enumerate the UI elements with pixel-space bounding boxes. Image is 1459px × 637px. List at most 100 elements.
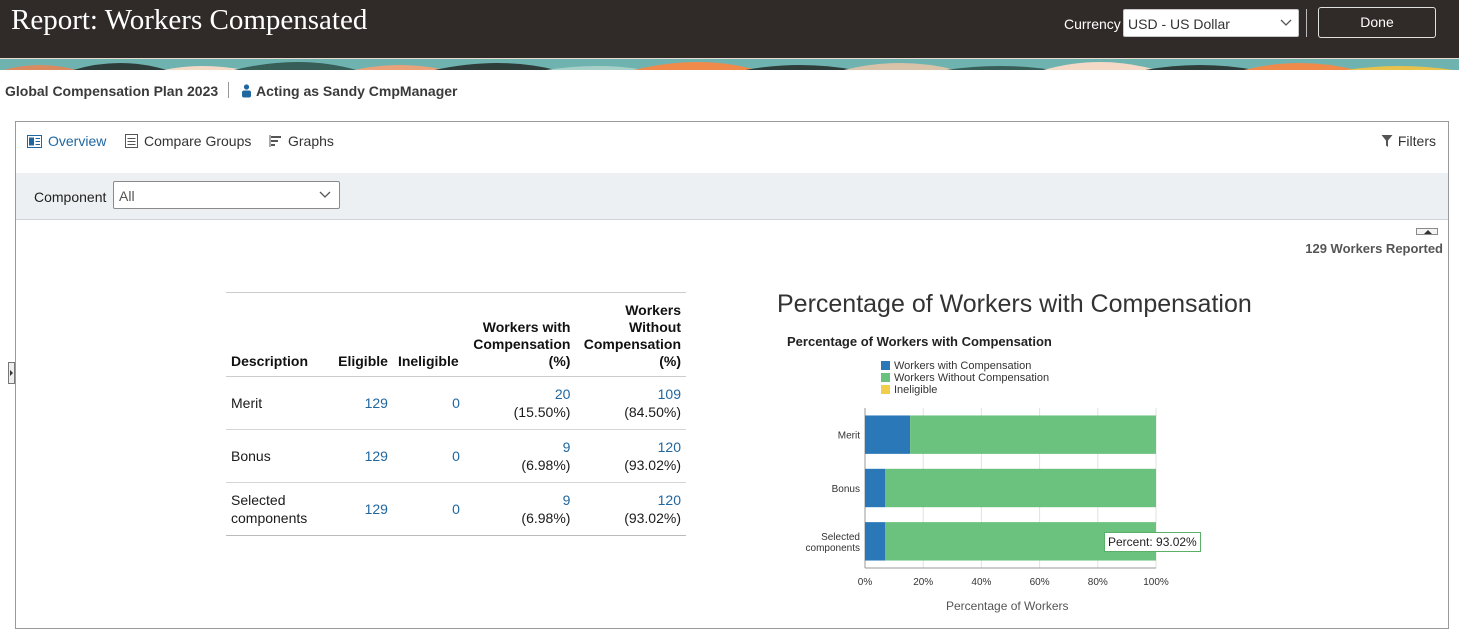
- without-compensation-cell: 120 (93.02%): [575, 482, 686, 536]
- with-compensation-pct: (6.98%): [521, 457, 571, 473]
- with-compensation-pct: (15.50%): [513, 404, 571, 420]
- caret-up-icon: [1424, 230, 1432, 234]
- graph-icon: [269, 135, 281, 147]
- collapse-button[interactable]: [1416, 228, 1438, 235]
- tab-compare-groups[interactable]: Compare Groups: [125, 133, 251, 149]
- currency-select[interactable]: USD - US Dollar: [1123, 9, 1299, 37]
- row-description-text: Bonus: [231, 448, 271, 464]
- legend-swatch-0: [881, 361, 890, 370]
- header-without-line3: Compensation: [583, 336, 681, 352]
- header-without-compensation: Workers Without Compensation (%): [575, 292, 686, 377]
- eligible-link[interactable]: 129: [330, 429, 393, 483]
- filters-label: Filters: [1397, 133, 1436, 149]
- x-tick-label: 80%: [1088, 577, 1108, 588]
- overview-table: Description Eligible Ineligible Workers …: [226, 292, 686, 536]
- report-panel: Overview Compare Groups Graphs Filters C…: [15, 121, 1449, 629]
- done-button[interactable]: Done: [1318, 7, 1436, 38]
- person-icon: [242, 84, 251, 98]
- tab-overview-label: Overview: [48, 133, 107, 149]
- with-compensation-link[interactable]: 9: [562, 492, 571, 508]
- bar-workers-without-compensation[interactable]: [885, 468, 1156, 508]
- bar-workers-with-compensation[interactable]: [865, 522, 886, 561]
- header-eligible: Eligible: [330, 292, 393, 377]
- tab-overview[interactable]: Overview: [27, 133, 106, 149]
- filter-icon: [1381, 135, 1393, 147]
- header-with-line2: Compensation: [473, 336, 571, 352]
- app-header: Report: Workers Compensated Currency USD…: [0, 0, 1459, 58]
- workers-reported: 129 Workers Reported: [1305, 241, 1443, 256]
- ineligible-link[interactable]: 0: [392, 482, 465, 536]
- tab-graphs-label: Graphs: [288, 133, 334, 149]
- row-description-text: Merit: [231, 395, 263, 411]
- legend-item: Workers with Compensation: [881, 360, 1049, 372]
- stacked-bar-chart: Merit Bonus Selected components 0% 20% 40% 60% 8…: [806, 408, 1169, 588]
- ineligible-link[interactable]: 0: [392, 429, 465, 483]
- without-compensation-pct: (84.50%): [624, 404, 681, 420]
- chart-legend: Workers with Compensation Workers Withou…: [881, 360, 1049, 396]
- chevron-down-icon: [319, 191, 331, 198]
- without-compensation-pct: (93.02%): [624, 510, 681, 526]
- without-compensation-link[interactable]: 120: [657, 439, 681, 455]
- chart-title: Percentage of Workers with Compensation: [777, 290, 1252, 318]
- component-select[interactable]: All: [113, 181, 340, 209]
- header-description: Description: [226, 292, 331, 377]
- x-tick-label: 60%: [1030, 577, 1050, 588]
- acting-as: Acting as Sandy CmpManager: [241, 83, 458, 99]
- filters-button[interactable]: Filters: [1381, 133, 1436, 149]
- with-compensation-cell: 9 (6.98%): [464, 429, 576, 483]
- row-description-line2: components: [231, 510, 308, 526]
- with-compensation-link[interactable]: 20: [554, 386, 571, 402]
- currency-value: USD - US Dollar: [1128, 16, 1230, 32]
- table-row: Selected components 129 0 9 (6.98%) 120 (93…: [226, 482, 686, 536]
- component-value: All: [119, 188, 135, 204]
- row-description: Selected components: [226, 482, 331, 536]
- x-tick-label: 100%: [1143, 577, 1169, 588]
- header-ineligible-text: Ineligible: [397, 353, 459, 369]
- overview-icon: [27, 135, 42, 148]
- plan-name: Global Compensation Plan 2023: [5, 83, 219, 99]
- x-tick-label: 0%: [858, 577, 873, 588]
- header-with-line1: Workers with: [482, 319, 571, 335]
- caret-right-icon: [10, 370, 13, 376]
- without-compensation-pct: (93.02%): [624, 457, 681, 473]
- with-compensation-link[interactable]: 9: [562, 439, 571, 455]
- table-header-row: Description Eligible Ineligible Workers …: [226, 292, 686, 377]
- legend-item: Ineligible: [881, 384, 1049, 396]
- bar-workers-without-compensation[interactable]: [910, 415, 1156, 454]
- list-icon: [125, 134, 138, 148]
- without-compensation-link[interactable]: 109: [657, 386, 681, 402]
- header-divider: [1306, 9, 1307, 37]
- page-title: Report: Workers Compensated: [11, 4, 368, 36]
- x-axis-label: Percentage of Workers: [946, 599, 1069, 613]
- with-compensation-pct: (6.98%): [521, 510, 571, 526]
- eligible-link[interactable]: 129: [330, 376, 393, 430]
- with-compensation-cell: 20 (15.50%): [464, 376, 576, 430]
- y-tick-label: Merit: [838, 431, 860, 442]
- row-description-line1: Selected: [231, 492, 286, 508]
- row-description: Bonus: [226, 429, 331, 483]
- currency-label: Currency: [1064, 16, 1121, 32]
- chevron-down-icon: [1280, 19, 1292, 26]
- row-description: Merit: [226, 376, 331, 430]
- eligible-link[interactable]: 129: [330, 482, 393, 536]
- side-panel-handle[interactable]: [8, 362, 15, 384]
- legend-label: Workers Without Compensation: [894, 372, 1050, 384]
- x-tick-label: 20%: [913, 577, 933, 588]
- legend-swatch-2: [881, 385, 890, 394]
- header-with-compensation: Workers with Compensation (%): [464, 292, 576, 377]
- without-compensation-cell: 109 (84.50%): [575, 376, 686, 430]
- header-without-line2: Without: [629, 319, 681, 335]
- bar-workers-with-compensation[interactable]: [865, 468, 886, 508]
- chart-subtitle: Percentage of Workers with Compensation: [787, 334, 1052, 349]
- ineligible-link[interactable]: 0: [392, 376, 465, 430]
- tab-compare-groups-label: Compare Groups: [144, 133, 252, 149]
- acting-as-label: Acting as Sandy CmpManager: [256, 83, 458, 99]
- tab-graphs[interactable]: Graphs: [269, 133, 334, 149]
- without-compensation-link[interactable]: 120: [657, 492, 681, 508]
- y-tick-label: Bonus: [832, 484, 860, 495]
- header-with-line3: (%): [548, 353, 571, 369]
- table-row: Bonus 129 0 9 (6.98%) 120 (93.02%): [226, 429, 686, 483]
- bar-workers-with-compensation[interactable]: [865, 415, 911, 454]
- legend-swatch-1: [881, 373, 890, 382]
- table-row: Merit 129 0 20 (15.50%) 109 (84.50%): [226, 376, 686, 430]
